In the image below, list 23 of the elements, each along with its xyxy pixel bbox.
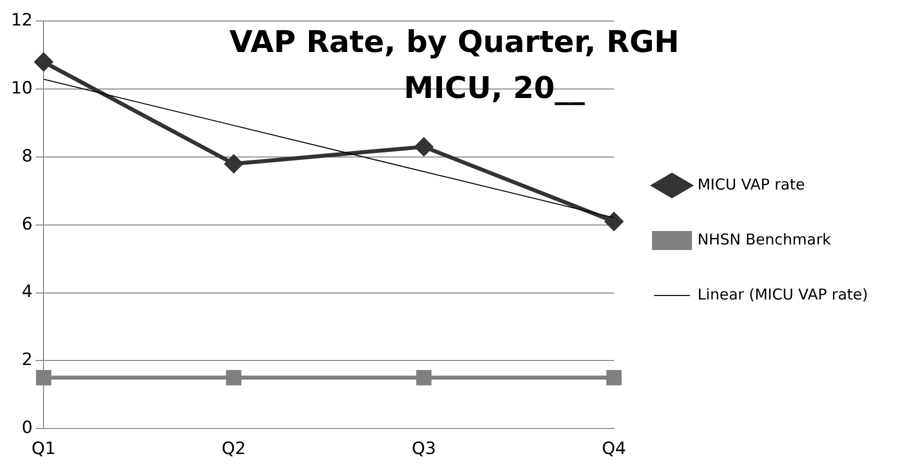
x-tick-label: Q3	[412, 439, 436, 460]
point	[414, 138, 433, 156]
y-tick-label: 4	[22, 282, 33, 302]
y-tick-label: 2	[22, 350, 33, 370]
y-tick-label: 8	[22, 146, 33, 166]
x-tick-label: Q1	[32, 439, 56, 460]
point	[416, 370, 432, 386]
legend-label: MICU VAP rate	[697, 175, 805, 194]
y-tick-label: 6	[22, 214, 33, 234]
legend-label: Linear (MICU VAP rate)	[697, 285, 868, 304]
y-tick-label: 0	[22, 418, 33, 438]
point	[606, 370, 622, 386]
point	[604, 212, 623, 231]
point	[224, 154, 243, 173]
point	[226, 370, 242, 386]
text: VAP Rate, by Quarter, RGH MICU, 20__	[229, 24, 680, 106]
y-tick-label: 10	[10, 78, 33, 99]
x-tick-label: Q4	[602, 439, 626, 460]
x-tick-label: Q2	[222, 439, 246, 460]
point	[34, 52, 53, 71]
legend-label: NHSN Benchmark	[697, 230, 832, 248]
point	[36, 370, 52, 386]
y-tick-label: 12	[10, 10, 33, 31]
